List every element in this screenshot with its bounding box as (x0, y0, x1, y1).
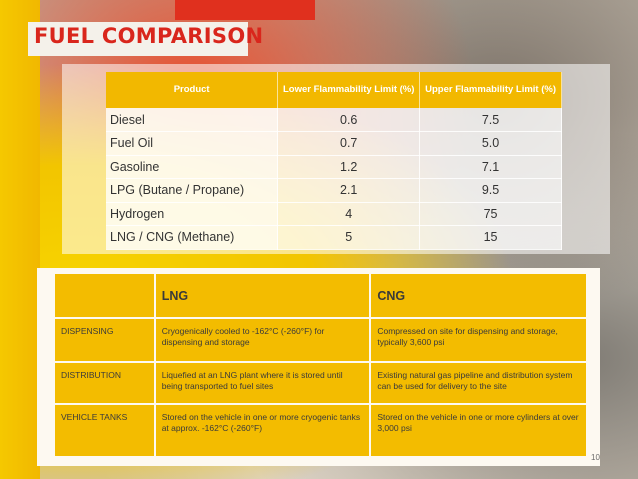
lower-limit-cell: 2.1 (277, 178, 421, 203)
page-title: FUEL COMPARISON (34, 24, 264, 48)
lng-cng-comparison-table: LNG CNG DISPENSING Cryogenically cooled … (55, 274, 586, 456)
table-row: Gasoline 1.2 7.1 (106, 155, 562, 179)
product-cell: LPG (Butane / Propane) (106, 178, 279, 203)
table-row: LPG (Butane / Propane) 2.1 9.5 (106, 178, 562, 203)
upper-limit-cell: 75 (419, 202, 562, 226)
table-row: DISPENSING Cryogenically cooled to -162°… (55, 317, 586, 362)
flammability-table: Product Lower Flammability Limit (%) Upp… (106, 72, 562, 250)
lower-limit-cell: 5 (277, 225, 421, 250)
row-label-distribution: DISTRIBUTION (55, 361, 155, 404)
table-header-row: Product Lower Flammability Limit (%) Upp… (106, 72, 562, 108)
cng-cell: Stored on the vehicle in one or more cyl… (369, 403, 586, 456)
background-red-sign (175, 0, 315, 20)
column-header-lower-limit: Lower Flammability Limit (%) (277, 72, 421, 108)
upper-limit-cell: 7.1 (419, 155, 562, 179)
table-row: Diesel 0.6 7.5 (106, 108, 562, 132)
product-cell: LNG / CNG (Methane) (106, 225, 279, 250)
product-cell: Hydrogen (106, 202, 279, 226)
lng-cell: Cryogenically cooled to -162°C (-260°F) … (153, 317, 371, 362)
upper-limit-cell: 15 (419, 225, 562, 250)
cng-cell: Existing natural gas pipeline and distri… (369, 361, 586, 404)
table-row: Fuel Oil 0.7 5.0 (106, 131, 562, 156)
table-row: VEHICLE TANKS Stored on the vehicle in o… (55, 403, 586, 456)
lng-cell: Stored on the vehicle in one or more cry… (153, 403, 371, 456)
column-header-cng: CNG (369, 274, 586, 318)
cng-cell: Compressed on site for dispensing and st… (369, 317, 586, 362)
page-number: 10 (591, 453, 600, 462)
table-header-row: LNG CNG (55, 274, 586, 318)
product-cell: Fuel Oil (106, 131, 279, 156)
background-yellow-stripe (0, 0, 40, 479)
lower-limit-cell: 4 (277, 202, 421, 226)
column-header-lng: LNG (153, 274, 371, 318)
upper-limit-cell: 5.0 (419, 131, 562, 156)
row-label-vehicle-tanks: VEHICLE TANKS (55, 403, 155, 456)
lower-limit-cell: 0.6 (277, 108, 421, 132)
table-row: DISTRIBUTION Liquefied at an LNG plant w… (55, 361, 586, 404)
lng-cell: Liquefied at an LNG plant where it is st… (153, 361, 371, 404)
lower-limit-cell: 1.2 (277, 155, 421, 179)
product-cell: Diesel (106, 108, 279, 132)
column-header-blank (55, 274, 155, 318)
column-header-upper-limit: Upper Flammability Limit (%) (419, 72, 562, 108)
upper-limit-cell: 7.5 (419, 108, 562, 132)
title-backdrop (28, 22, 248, 56)
upper-limit-cell: 9.5 (419, 178, 562, 203)
column-header-product: Product (106, 72, 279, 108)
product-cell: Gasoline (106, 155, 279, 179)
table-row: Hydrogen 4 75 (106, 202, 562, 226)
row-label-dispensing: DISPENSING (55, 317, 155, 362)
table-row: LNG / CNG (Methane) 5 15 (106, 225, 562, 250)
lower-limit-cell: 0.7 (277, 131, 421, 156)
